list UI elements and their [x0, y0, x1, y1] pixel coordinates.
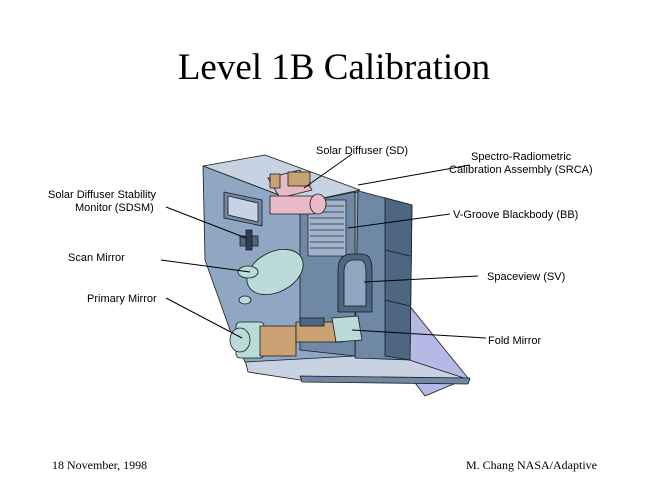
bottom-plate-edge: [299, 375, 471, 385]
housing-window-inner: [227, 195, 259, 223]
label-sdsm-line1: Solar Diffuser Stability: [48, 189, 157, 201]
leader-fold-mirror: [351, 329, 487, 339]
label-v-groove-blackbody: V-Groove Blackbody (BB): [453, 209, 578, 221]
leader-sd: [303, 153, 353, 189]
solar-diffuser-assembly: [267, 169, 327, 215]
label-srca-line2: Calibration Assembly (SRCA): [449, 164, 593, 176]
spaceview-port: [337, 253, 373, 313]
side-rib: [384, 249, 411, 257]
leader-sv: [363, 275, 479, 283]
label-solar-diffuser: Solar Diffuser (SD): [316, 145, 408, 157]
scan-mirror: [237, 249, 304, 305]
label-srca-line1: Spectro-Radiometric: [471, 151, 572, 163]
leader-sdsm: [165, 206, 247, 239]
callout-labels: Solar Diffuser (SD) Spectro-Radiometric …: [48, 145, 593, 347]
label-sdsm-line2: Monitor (SDSM): [75, 202, 154, 214]
leader-srca: [357, 164, 471, 186]
label-primary-mirror: Primary Mirror: [87, 293, 157, 305]
leader-bb: [347, 213, 451, 229]
leader-primary-mirror: [165, 297, 243, 339]
sdsm-block: [239, 229, 259, 251]
instrument-illustration: [202, 154, 471, 397]
primary-mirror: [229, 321, 297, 359]
label-scan-mirror: Scan Mirror: [68, 252, 125, 264]
footer-date: 18 November, 1998: [52, 458, 148, 472]
housing-side-strip: [384, 197, 413, 361]
leader-scan-mirror: [160, 259, 251, 273]
side-rib: [384, 299, 411, 307]
fold-mirror: [295, 315, 363, 343]
leader-lines: [160, 153, 487, 339]
slide-title: Level 1B Calibration: [177, 47, 491, 88]
label-fold-mirror: Fold Mirror: [488, 335, 542, 347]
footer-credit: M. Chang NASA/Adaptive: [466, 458, 597, 472]
label-spaceview: Spaceview (SV): [487, 271, 565, 283]
